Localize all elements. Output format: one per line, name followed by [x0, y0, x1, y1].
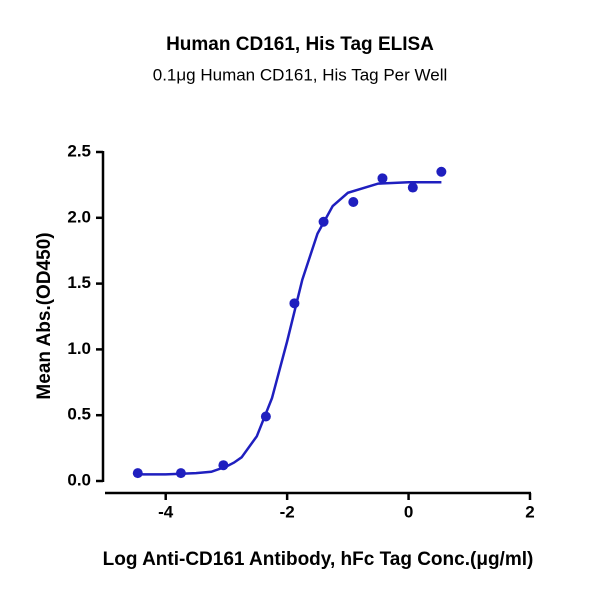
chart-subtitle: 0.1μg Human CD161, His Tag Per Well [153, 65, 448, 84]
data-point [318, 216, 329, 227]
data-point [260, 411, 271, 422]
data-point [377, 173, 388, 184]
data-point [289, 298, 300, 309]
data-point [348, 197, 359, 208]
y-tick-label: 2.5 [67, 141, 91, 160]
x-tick-label: 2 [525, 502, 534, 521]
data-point [407, 182, 418, 193]
y-tick-label: 1.5 [67, 273, 91, 292]
chart-title: Human CD161, His Tag ELISA [166, 34, 434, 55]
x-tick-label: -2 [280, 502, 295, 521]
y-axis-label: Mean Abs.(OD450) [34, 232, 55, 399]
data-point [175, 468, 186, 479]
y-tick-label: 0.5 [67, 405, 91, 424]
data-point [132, 468, 143, 479]
y-tick-label: 2.0 [67, 207, 91, 226]
y-tick-label: 1.0 [67, 339, 91, 358]
data-point [436, 166, 447, 177]
x-tick-label: -4 [158, 502, 174, 521]
data-point [218, 460, 229, 471]
x-tick-label: 0 [404, 502, 413, 521]
y-tick-label: 0.0 [67, 470, 91, 489]
fit-curve [137, 181, 442, 476]
x-axis-label: Log Anti-CD161 Antibody, hFc Tag Conc.(μ… [103, 549, 534, 570]
